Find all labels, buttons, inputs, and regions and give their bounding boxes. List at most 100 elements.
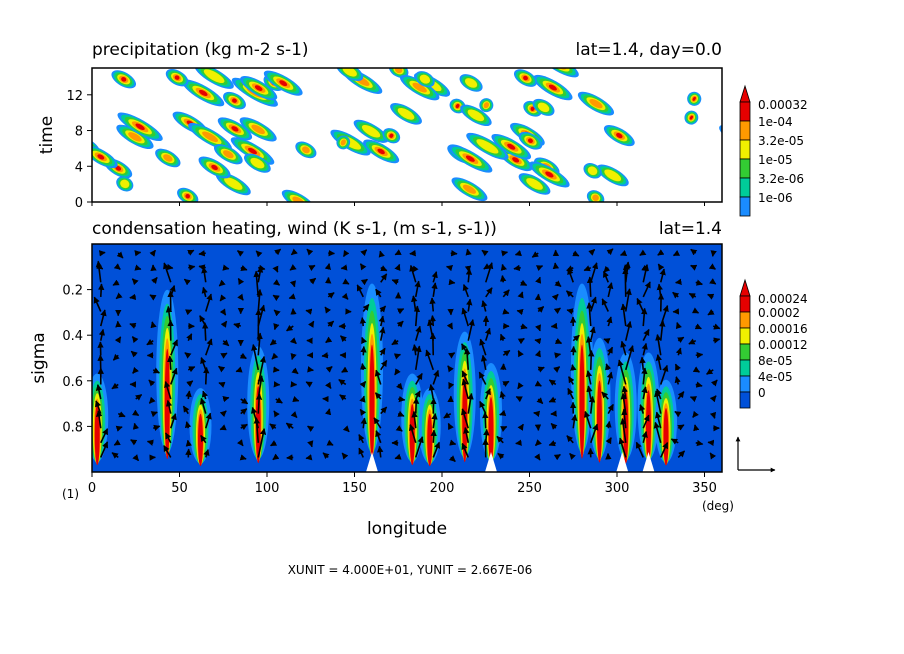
precip-streak — [116, 124, 154, 150]
precip-contour — [587, 166, 598, 176]
wind-arrow — [256, 332, 263, 356]
wind-arrow — [586, 276, 594, 297]
wind-arrow — [360, 362, 367, 370]
wind-arrow — [585, 370, 593, 385]
wind-arrow — [96, 263, 104, 270]
wind-arrow — [167, 355, 174, 370]
wind-arrow — [148, 379, 156, 387]
wind-arrow — [324, 306, 332, 314]
wind-arrow — [548, 440, 557, 447]
wind-arrow — [380, 265, 388, 272]
wind-arrow — [449, 439, 457, 446]
wind-arrow — [134, 250, 142, 257]
wind-arrow — [567, 267, 575, 283]
wind-arrow — [677, 424, 685, 431]
wind-arrow — [376, 445, 384, 458]
precip-contour — [198, 89, 208, 97]
colorbar-label: 0.00012 — [758, 338, 808, 352]
wind-arrow — [219, 424, 227, 431]
wind-arrow — [655, 354, 662, 371]
wind-arrow — [688, 338, 697, 345]
wind-arrow — [496, 435, 504, 444]
wind-arrow — [200, 434, 207, 444]
wind-arrow — [502, 308, 510, 315]
precip-contour — [121, 76, 127, 82]
wind-arrow — [481, 300, 488, 312]
wind-arrow — [169, 367, 178, 385]
wind-arrow — [566, 435, 574, 444]
wind-arrow — [670, 438, 679, 445]
wind-arrow — [606, 248, 614, 256]
wind-arrow — [307, 320, 315, 328]
wind-arrow — [307, 425, 315, 433]
wind-arrow — [360, 345, 367, 356]
heating-contour — [579, 344, 585, 459]
wind-arrow — [695, 279, 703, 286]
x-unit-label: (deg) — [702, 499, 734, 513]
wind-arrow — [461, 408, 470, 429]
precip-streak — [586, 190, 605, 202]
wind-arrow — [517, 350, 524, 358]
wind-arrow — [290, 248, 298, 256]
precip-streak — [194, 68, 234, 89]
wind-arrow — [520, 323, 528, 330]
wind-arrow — [112, 353, 120, 361]
wind-arrow — [463, 347, 471, 370]
wind-arrow — [324, 408, 332, 416]
wind-arrow — [131, 336, 139, 344]
colorbar-label: 3.2e-05 — [758, 134, 804, 148]
wind-arrow — [605, 363, 612, 371]
wind-arrow — [710, 250, 717, 257]
wind-arrow — [429, 315, 437, 327]
wind-arrow — [272, 279, 281, 286]
precip-streak — [165, 68, 189, 87]
wind-arrow — [639, 249, 647, 256]
precip-streak — [244, 153, 271, 173]
wind-arrow — [359, 380, 367, 388]
wind-arrow — [341, 292, 349, 300]
top-colorbar: 0.00032 1e-04 3.2e-05 1e-05 3.2e-06 1e-06 — [739, 84, 808, 217]
precip-contour — [537, 102, 550, 113]
colorbar-label: 0.0002 — [758, 306, 800, 320]
wind-arrow — [253, 417, 260, 443]
wind-arrow — [554, 352, 562, 359]
wind-arrow — [394, 368, 401, 376]
precip-contour — [616, 133, 623, 139]
bottom-plot-frame — [91, 243, 723, 473]
wind-arrow — [414, 436, 424, 458]
wind-arrow — [342, 425, 350, 433]
wind-arrow — [566, 308, 574, 315]
bottom-x-tick-label: 200 — [430, 481, 455, 496]
precip-streak — [459, 74, 483, 92]
zero-heating-gap — [485, 452, 497, 472]
wind-arrow — [531, 251, 539, 258]
precip-streak — [390, 103, 422, 125]
wind-arrow — [534, 453, 541, 461]
precip-contour — [115, 165, 122, 171]
wind-arrow — [93, 296, 102, 312]
wind-arrow — [113, 439, 121, 446]
wind-arrow — [408, 423, 417, 444]
wind-arrow — [290, 352, 297, 361]
wind-arrow — [149, 294, 157, 301]
wind-arrow — [378, 250, 385, 258]
wind-arrow — [429, 297, 436, 312]
wind-arrow — [409, 249, 416, 257]
precip-contour — [462, 184, 476, 194]
wind-vectors — [93, 248, 721, 463]
precip-streak — [382, 128, 401, 144]
precip-streak — [529, 161, 570, 188]
wind-arrow — [552, 262, 560, 270]
wind-arrow — [152, 367, 160, 374]
wind-arrow — [448, 455, 456, 463]
precip-contour — [455, 103, 460, 109]
precip-contour — [389, 133, 394, 138]
wind-arrow — [513, 264, 521, 272]
wind-arrow — [112, 279, 120, 286]
precip-streak — [198, 156, 231, 179]
heating-contour — [409, 404, 415, 466]
wind-arrow — [414, 280, 421, 298]
precip-streak — [388, 68, 409, 78]
colorbar-arrow — [739, 84, 751, 103]
